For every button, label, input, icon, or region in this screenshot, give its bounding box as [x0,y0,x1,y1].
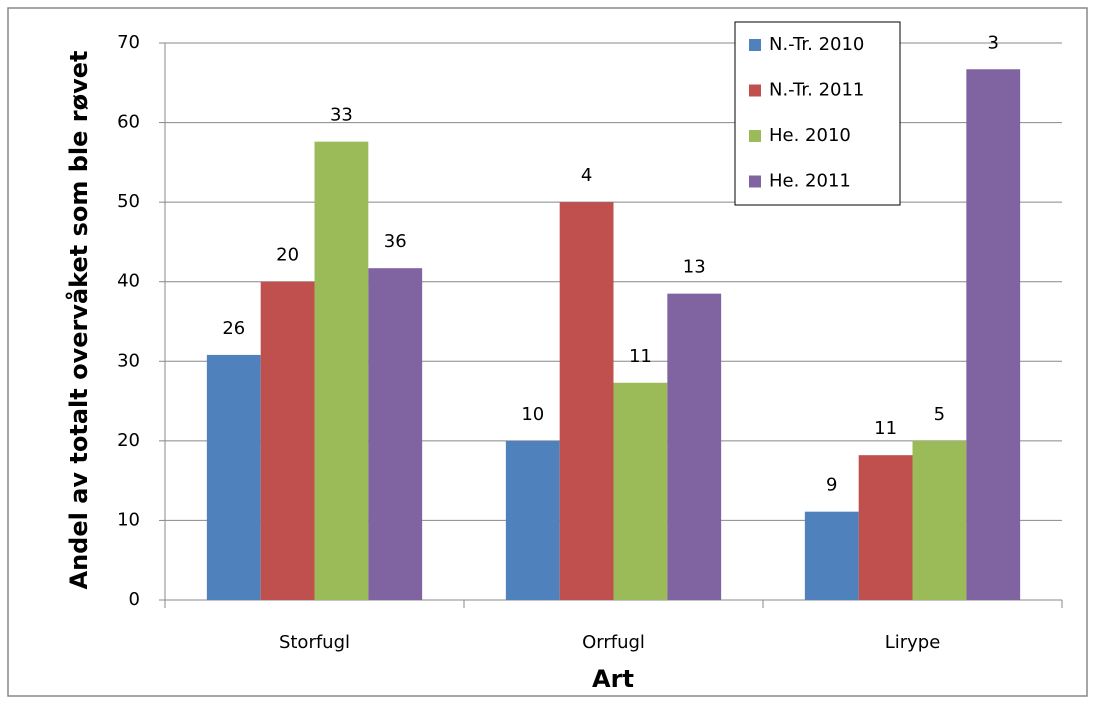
bar-annotation: 13 [683,257,706,278]
y-tick-label: 0 [129,589,140,610]
y-tick-label: 30 [117,350,140,371]
bar-annotation: 9 [826,475,837,496]
bar-annotation: 33 [330,105,353,126]
legend-label: N.-Tr. 2010 [769,34,864,55]
legend-label: He. 2010 [769,125,851,146]
bar-annotation: 26 [222,318,245,339]
bar [314,141,369,600]
x-axis-title: Art [592,665,634,693]
legend-label: N.-Tr. 2011 [769,80,864,101]
x-tick-label: Storfugl [279,632,350,653]
bar [858,455,913,600]
bar-annotation: 4 [581,165,592,186]
y-tick-label: 20 [117,430,140,451]
x-tick-label: Lirype [885,632,941,653]
bar-annotation: 5 [934,404,945,425]
y-tick-label: 40 [117,271,140,292]
legend-box [734,21,901,206]
x-tick-label: Orrfugl [582,632,645,653]
bar-annotation: 11 [629,346,652,367]
bar [912,440,967,600]
y-tick-label: 60 [117,112,140,133]
legend-swatch [749,84,761,97]
y-tick-label: 70 [117,32,140,53]
bar-annotation: 11 [874,418,897,439]
bar [966,69,1021,601]
bar-annotation: 3 [988,32,999,53]
bar [368,268,423,600]
bar [260,281,315,600]
legend-swatch [749,130,761,142]
bar-annotation: 20 [276,245,299,266]
legend-swatch [749,39,761,51]
bar [206,354,261,600]
bar-annotation: 10 [521,404,544,425]
bar [667,293,722,600]
y-tick-label: 50 [117,191,140,212]
legend-label: He. 2011 [769,171,851,192]
bar [804,511,859,600]
y-tick-label: 10 [117,509,140,530]
legend-swatch [749,175,761,188]
bar [559,202,614,600]
y-axis-title: Andel av totalt overvåket som ble røvet [64,51,93,590]
bar [613,382,668,600]
bar [505,440,560,600]
bar-annotation: 36 [384,231,407,252]
